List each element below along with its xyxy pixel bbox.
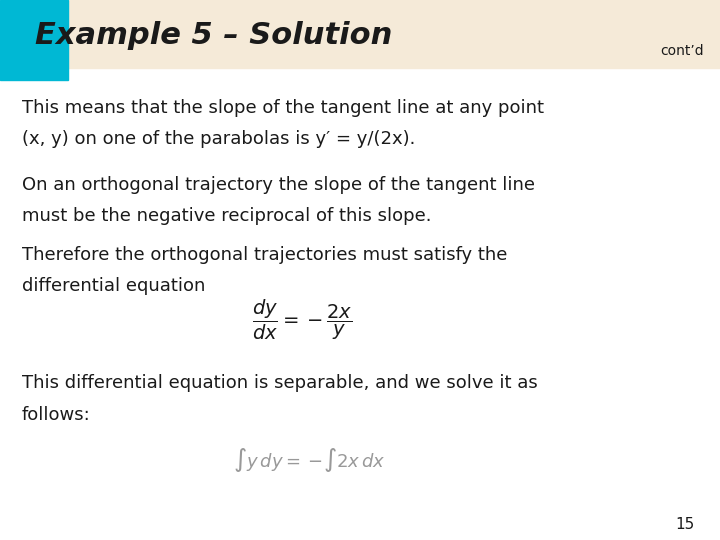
Text: differential equation: differential equation — [22, 277, 205, 295]
Bar — [0, 0, 68, 80]
Text: On an orthogonal trajectory the slope of the tangent line: On an orthogonal trajectory the slope of… — [22, 176, 534, 194]
Text: $\dfrac{dy}{dx} = -\dfrac{2x}{y}$: $\dfrac{dy}{dx} = -\dfrac{2x}{y}$ — [252, 298, 353, 342]
Text: This differential equation is separable, and we solve it as: This differential equation is separable,… — [22, 374, 537, 393]
Text: Example 5 – Solution: Example 5 – Solution — [35, 21, 392, 50]
Text: 15: 15 — [675, 517, 695, 532]
Text: This means that the slope of the tangent line at any point: This means that the slope of the tangent… — [22, 99, 544, 117]
Text: follows:: follows: — [22, 406, 90, 424]
Text: (x, y) on one of the parabolas is y′ = y/(2x).: (x, y) on one of the parabolas is y′ = y… — [22, 130, 415, 148]
Text: cont’d: cont’d — [660, 44, 704, 58]
Text: must be the negative reciprocal of this slope.: must be the negative reciprocal of this … — [22, 207, 431, 225]
Text: Therefore the orthogonal trajectories must satisfy the: Therefore the orthogonal trajectories mu… — [22, 246, 507, 264]
Bar — [0, 0, 720, 68]
Text: $\int y\, dy = -\!\int 2x\, dx$: $\int y\, dy = -\!\int 2x\, dx$ — [233, 446, 386, 474]
